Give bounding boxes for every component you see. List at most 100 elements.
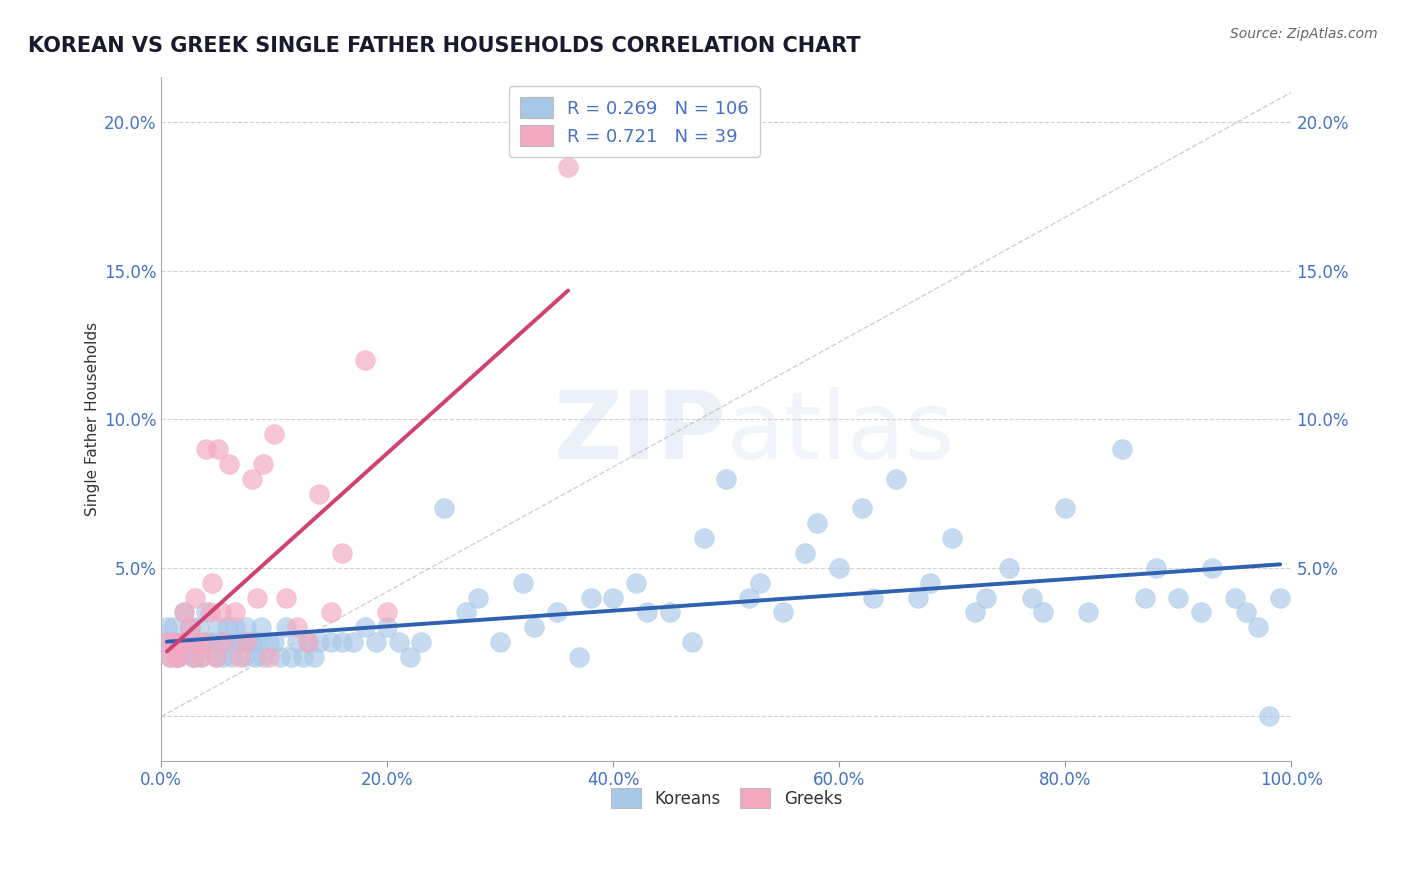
Point	[187, 635, 209, 649]
Point	[523, 620, 546, 634]
Point	[240, 635, 263, 649]
Point	[246, 591, 269, 605]
Point	[167, 650, 190, 665]
Point	[221, 650, 243, 665]
Point	[224, 620, 246, 634]
Point	[181, 650, 204, 665]
Point	[1167, 591, 1189, 605]
Point	[772, 606, 794, 620]
Point	[201, 635, 224, 649]
Point	[512, 575, 534, 590]
Point	[269, 650, 291, 665]
Point	[1077, 606, 1099, 620]
Point	[364, 635, 387, 649]
Point	[173, 606, 195, 620]
Point	[738, 591, 761, 605]
Point	[1201, 561, 1223, 575]
Point	[1268, 591, 1291, 605]
Point	[162, 635, 184, 649]
Point	[229, 635, 252, 649]
Point	[235, 635, 257, 649]
Point	[998, 561, 1021, 575]
Point	[1144, 561, 1167, 575]
Point	[433, 501, 456, 516]
Point	[308, 486, 330, 500]
Point	[249, 620, 271, 634]
Point	[257, 635, 280, 649]
Point	[291, 650, 314, 665]
Point	[162, 620, 184, 634]
Text: Source: ZipAtlas.com: Source: ZipAtlas.com	[1230, 27, 1378, 41]
Point	[297, 635, 319, 649]
Point	[212, 650, 235, 665]
Text: atlas: atlas	[727, 387, 955, 479]
Point	[794, 546, 817, 560]
Point	[226, 635, 249, 649]
Point	[263, 635, 285, 649]
Point	[212, 635, 235, 649]
Point	[193, 635, 215, 649]
Point	[193, 635, 215, 649]
Point	[252, 457, 274, 471]
Point	[828, 561, 851, 575]
Point	[280, 650, 302, 665]
Point	[285, 620, 308, 634]
Point	[456, 606, 478, 620]
Point	[342, 635, 364, 649]
Point	[749, 575, 772, 590]
Point	[1189, 606, 1212, 620]
Point	[375, 620, 398, 634]
Point	[195, 606, 218, 620]
Point	[1032, 606, 1054, 620]
Point	[173, 606, 195, 620]
Point	[285, 635, 308, 649]
Point	[170, 635, 193, 649]
Point	[218, 457, 240, 471]
Point	[257, 650, 280, 665]
Point	[201, 575, 224, 590]
Point	[159, 650, 181, 665]
Point	[682, 635, 704, 649]
Point	[330, 635, 353, 649]
Point	[579, 591, 602, 605]
Point	[308, 635, 330, 649]
Point	[187, 620, 209, 634]
Point	[693, 531, 716, 545]
Point	[851, 501, 873, 516]
Point	[1246, 620, 1268, 634]
Point	[274, 591, 297, 605]
Point	[658, 606, 681, 620]
Point	[1223, 591, 1246, 605]
Text: KOREAN VS GREEK SINGLE FATHER HOUSEHOLDS CORRELATION CHART: KOREAN VS GREEK SINGLE FATHER HOUSEHOLDS…	[28, 36, 860, 55]
Point	[263, 427, 285, 442]
Point	[246, 635, 269, 649]
Point	[174, 635, 197, 649]
Point	[195, 442, 218, 456]
Point	[184, 591, 207, 605]
Point	[399, 650, 422, 665]
Point	[1133, 591, 1156, 605]
Point	[204, 650, 226, 665]
Point	[353, 352, 375, 367]
Y-axis label: Single Father Households: Single Father Households	[86, 322, 100, 516]
Point	[568, 650, 591, 665]
Point	[184, 635, 207, 649]
Point	[190, 650, 212, 665]
Point	[235, 620, 257, 634]
Point	[190, 650, 212, 665]
Point	[156, 620, 179, 634]
Point	[197, 635, 219, 649]
Point	[162, 635, 184, 649]
Point	[624, 575, 647, 590]
Point	[467, 591, 489, 605]
Point	[907, 591, 929, 605]
Point	[232, 650, 254, 665]
Point	[388, 635, 411, 649]
Point	[1054, 501, 1077, 516]
Point	[229, 650, 252, 665]
Point	[156, 635, 179, 649]
Point	[179, 620, 201, 634]
Point	[302, 650, 325, 665]
Point	[1257, 709, 1279, 723]
Point	[165, 650, 187, 665]
